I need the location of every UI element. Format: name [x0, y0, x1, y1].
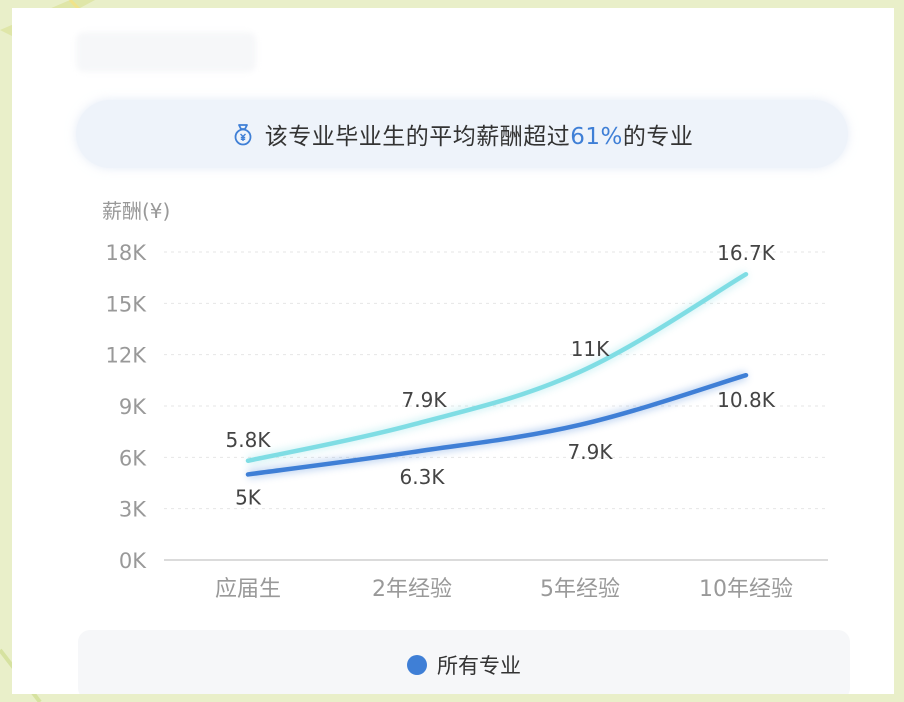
data-label: 5K [235, 485, 262, 509]
y-tick-label: 9K [119, 395, 147, 419]
y-axis-label: 薪酬(¥) [102, 199, 170, 223]
x-tick-label: 10年经验 [699, 577, 793, 602]
y-tick-label: 18K [106, 241, 148, 265]
summary-text: 该专业毕业生的平均薪酬超过61%的专业 [265, 117, 694, 151]
y-tick-label: 0K [119, 549, 147, 573]
data-label: 11K [571, 337, 610, 361]
y-tick-label: 12K [106, 344, 148, 368]
y-tick-label: 15K [106, 292, 148, 316]
legend-marker [407, 655, 427, 675]
summary-banner: 该专业毕业生的平均薪酬超过61%的专业 [76, 100, 848, 168]
data-label: 7.9K [568, 440, 614, 464]
data-label: 5.8K [226, 428, 272, 452]
all-majors-salary-line [245, 372, 749, 477]
series-glow [247, 371, 748, 479]
blurred-header [76, 32, 256, 72]
salary-card: 该专业毕业生的平均薪酬超过61%的专业 薪酬(¥) 0K 3K 6K 9K 12K 15K 1… [12, 8, 894, 694]
x-tick-label: 应届生 [215, 577, 281, 602]
series-glow [247, 270, 749, 465]
legend-label: 所有专业 [437, 654, 521, 678]
data-label: 16.7K [717, 241, 776, 265]
y-tick-label: 3K [119, 498, 147, 522]
x-tick-label: 5年经验 [540, 577, 620, 602]
summary-suffix: 的专业 [622, 124, 694, 150]
money-bag-icon [234, 124, 252, 146]
summary-prefix: 该专业毕业生的平均薪酬超过 [264, 124, 571, 150]
major-salary-line [245, 271, 749, 464]
salary-line-chart: 薪酬(¥) 0K 3K 6K 9K 12K 15K 18K 应届生 2年经验 5年经验 10年经验 5… [102, 199, 828, 602]
y-tick-label: 6K [119, 446, 147, 470]
data-label: 6.3K [400, 465, 446, 489]
x-tick-label: 2年经验 [372, 577, 452, 602]
data-label: 7.9K [402, 388, 448, 412]
legend: 所有专业 [78, 630, 850, 694]
data-label: 10.8K [717, 388, 776, 412]
summary-percentage: 61% [570, 124, 623, 150]
